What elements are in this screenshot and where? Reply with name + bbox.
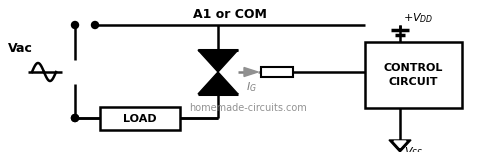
Text: $+V_{DD}$: $+V_{DD}$ xyxy=(403,11,434,25)
Bar xyxy=(100,107,180,130)
Polygon shape xyxy=(198,50,238,72)
Polygon shape xyxy=(394,141,406,148)
Text: Vac: Vac xyxy=(8,41,33,55)
Circle shape xyxy=(72,114,78,121)
Text: homemade-circuits.com: homemade-circuits.com xyxy=(189,103,307,113)
Text: LOAD: LOAD xyxy=(123,114,157,123)
Bar xyxy=(365,42,462,108)
Text: CONTROL
CIRCUIT: CONTROL CIRCUIT xyxy=(384,63,443,87)
Circle shape xyxy=(72,21,78,29)
Text: $I_G$: $I_G$ xyxy=(246,80,257,94)
Circle shape xyxy=(72,114,78,121)
Text: A1 or COM: A1 or COM xyxy=(193,7,267,21)
Bar xyxy=(261,67,293,77)
Circle shape xyxy=(91,21,98,29)
Polygon shape xyxy=(198,72,238,94)
Polygon shape xyxy=(389,140,411,152)
Text: $V_{SS}$: $V_{SS}$ xyxy=(404,145,423,152)
Polygon shape xyxy=(244,67,258,76)
